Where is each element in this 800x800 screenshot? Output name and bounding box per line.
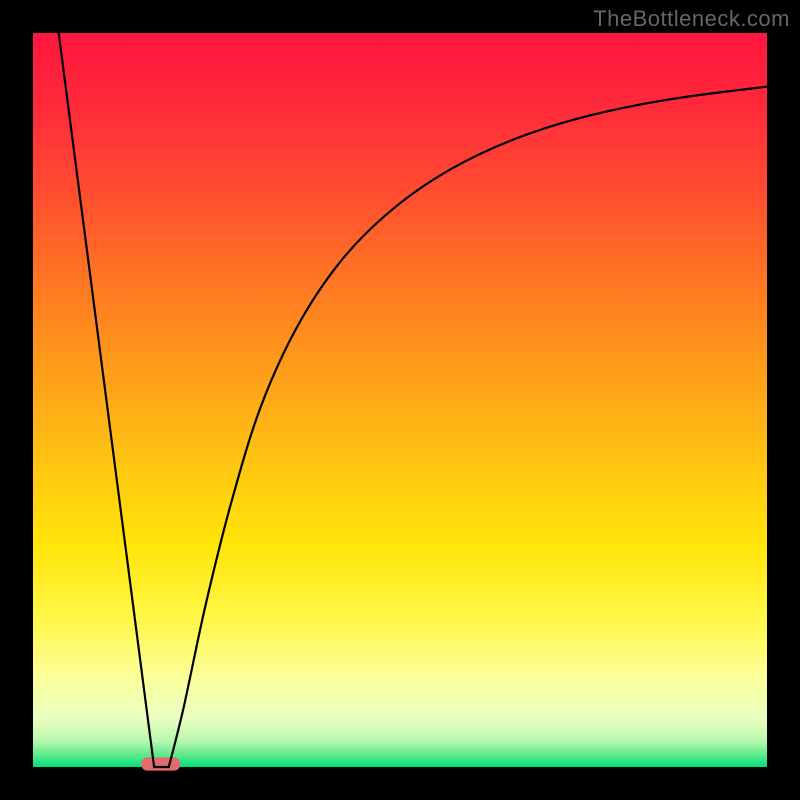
watermark-text: TheBottleneck.com bbox=[593, 6, 790, 32]
chart-svg bbox=[0, 0, 800, 800]
minimum-marker bbox=[141, 757, 180, 770]
gradient-plot-area bbox=[33, 33, 767, 767]
bottleneck-chart: TheBottleneck.com bbox=[0, 0, 800, 800]
